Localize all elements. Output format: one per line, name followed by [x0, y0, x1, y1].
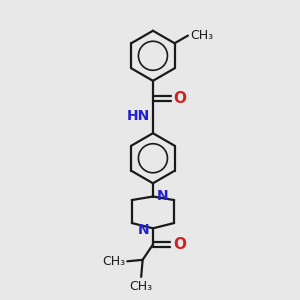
Text: O: O — [173, 237, 186, 252]
Text: CH₃: CH₃ — [130, 280, 153, 293]
Text: O: O — [174, 91, 187, 106]
Text: CH₃: CH₃ — [102, 255, 125, 268]
Text: N: N — [157, 189, 168, 202]
Text: HN: HN — [127, 109, 150, 122]
Text: CH₃: CH₃ — [190, 29, 213, 42]
Text: N: N — [137, 223, 149, 237]
